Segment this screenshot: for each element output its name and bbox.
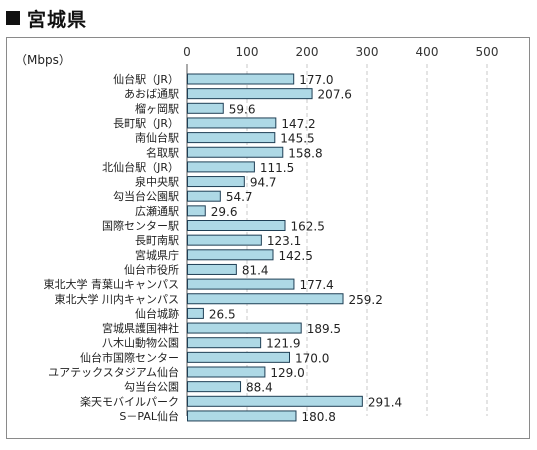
bar — [187, 73, 295, 85]
bar — [187, 234, 262, 246]
category-label: 東北大学 川内キャンパス — [55, 292, 180, 306]
value-label: 291.4 — [368, 395, 402, 409]
value-label: 88.4 — [246, 381, 273, 395]
category-label: 仙台市役所 — [124, 262, 179, 276]
category-label: 広瀬通駅 — [135, 204, 179, 218]
chart-frame: （Mbps） 0 100 200 300 400 500 仙台駅（JR） 177.0 あおば通駅… — [6, 37, 530, 439]
bar — [187, 161, 255, 173]
bar — [187, 190, 221, 202]
value-label: 162.5 — [291, 220, 325, 234]
x-tick-label: 200 — [296, 45, 319, 59]
bar — [187, 322, 302, 334]
value-label: 180.8 — [301, 410, 335, 424]
category-label: 勾当台公園 — [124, 380, 179, 394]
page-title: 宮城県 — [27, 8, 88, 31]
category-label: 国際センター駅 — [102, 220, 179, 233]
value-label: 54.7 — [226, 190, 253, 204]
bar — [187, 351, 290, 363]
category-label: あおば通駅 — [124, 88, 179, 101]
category-label: 南仙台駅 — [135, 131, 179, 145]
category-label: 仙台駅（JR） — [113, 72, 179, 86]
bar — [187, 102, 224, 114]
category-label: S－PAL仙台 — [119, 409, 179, 423]
category-label: 名取駅 — [146, 145, 179, 159]
value-label: 59.6 — [229, 102, 256, 116]
value-label: 177.0 — [299, 73, 333, 87]
value-label: 26.5 — [209, 307, 236, 321]
value-label: 259.2 — [349, 293, 383, 307]
bar — [187, 249, 274, 261]
value-label: 189.5 — [307, 322, 341, 336]
bar — [187, 278, 295, 290]
category-label: 宮城県護国神社 — [102, 321, 179, 335]
heading-square-icon — [6, 11, 20, 25]
category-label: ユアテックスタジアム仙台 — [48, 365, 179, 379]
x-tick-label: 400 — [416, 45, 439, 59]
bar — [187, 410, 297, 422]
value-label: 158.8 — [288, 146, 322, 160]
value-label: 177.4 — [299, 278, 333, 292]
bar — [187, 205, 206, 217]
bar — [187, 263, 237, 275]
value-label: 29.6 — [211, 205, 238, 219]
bar — [187, 220, 286, 231]
category-label: 仙台城跡 — [135, 306, 179, 320]
category-label: 八木山動物公園 — [102, 336, 179, 350]
category-label: 東北大学 青葉山キャンパス — [44, 277, 180, 291]
x-tick-label: 0 — [183, 45, 191, 59]
category-label: 宮城県庁 — [135, 248, 179, 262]
category-label: 長町南駅 — [135, 234, 179, 247]
value-label: 145.5 — [280, 132, 314, 146]
bar — [187, 117, 277, 129]
value-label: 207.6 — [318, 88, 352, 102]
category-label: 勾当台公園駅 — [113, 189, 179, 203]
bar-chart: （Mbps） 0 100 200 300 400 500 仙台駅（JR） 177.0 あおば通駅… — [15, 45, 499, 424]
bar — [187, 176, 245, 188]
bar — [187, 293, 344, 305]
category-label: 泉中央駅 — [135, 175, 179, 189]
value-label: 94.7 — [250, 176, 277, 190]
bar — [187, 132, 276, 144]
value-label: 123.1 — [267, 234, 301, 248]
x-tick-label: 100 — [236, 45, 259, 59]
category-label: 榴ヶ岡駅 — [135, 101, 179, 115]
page-header: 宮城県 — [6, 4, 87, 32]
value-label: 121.9 — [266, 337, 300, 351]
x-tick-label: 300 — [356, 45, 379, 59]
x-tick-label: 500 — [476, 45, 499, 59]
value-label: 111.5 — [260, 161, 294, 175]
category-label: 仙台市国際センター — [80, 350, 179, 364]
bar — [187, 307, 204, 319]
category-label: 楽天モバイルパーク — [80, 395, 179, 408]
category-label: 北仙台駅（JR） — [102, 160, 179, 174]
bar — [187, 366, 266, 378]
bar — [187, 337, 262, 349]
bar — [187, 88, 313, 100]
category-label: 長町駅（JR） — [113, 117, 179, 130]
bar — [187, 381, 242, 393]
unit-label: （Mbps） — [15, 53, 71, 67]
bar — [187, 395, 363, 407]
value-label: 142.5 — [279, 249, 313, 263]
value-label: 147.2 — [281, 117, 315, 131]
bar — [187, 146, 284, 158]
value-label: 81.4 — [242, 263, 269, 277]
value-label: 170.0 — [295, 351, 329, 365]
value-label: 129.0 — [270, 366, 304, 380]
